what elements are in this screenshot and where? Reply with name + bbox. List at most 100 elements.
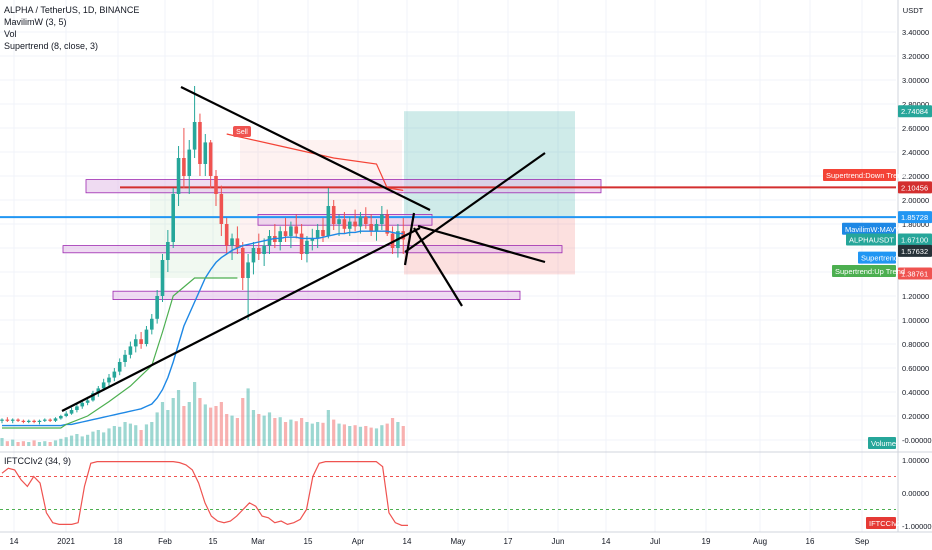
- volume-bar: [134, 425, 138, 446]
- label-supertrend-down[interactable]: Supertrend:Down Trend: [823, 169, 906, 181]
- badge-138-text: 1.38761: [901, 270, 928, 279]
- volume-bar: [80, 436, 84, 446]
- volume-bar: [278, 417, 282, 446]
- volume-bar: [69, 435, 74, 446]
- candle-body: [166, 242, 170, 260]
- candle-body: [0, 419, 4, 421]
- volume-bar: [385, 423, 389, 446]
- supertrend-up-line: [2, 277, 238, 429]
- volume-bar: [300, 418, 304, 446]
- x-tick-label: 14: [10, 537, 19, 546]
- volume-bar: [369, 427, 373, 446]
- x-tick-label: 2021: [57, 537, 75, 546]
- volume-bar: [332, 419, 336, 446]
- oscillator-legend[interactable]: IFTCCIv2 (34, 9): [4, 456, 72, 466]
- x-tick-label: 18: [114, 537, 123, 546]
- support-zone: [112, 290, 521, 301]
- osc-tick-label: -1.00000: [902, 522, 932, 531]
- drawing-zones: [0, 111, 896, 301]
- volume-bar: [342, 424, 346, 446]
- candle-body: [80, 402, 85, 407]
- volume-bar: [321, 422, 325, 446]
- candle-body: [380, 214, 384, 224]
- volume-bar: [289, 419, 293, 446]
- label-iftcci[interactable]: IFTCCIv2: [866, 517, 901, 529]
- candle-body: [385, 214, 389, 234]
- candle-body: [101, 382, 106, 389]
- candle-body: [155, 296, 159, 319]
- volume-bar: [348, 426, 352, 446]
- volume-bar: [16, 442, 20, 446]
- volume-bars: [0, 382, 405, 446]
- candle-body: [305, 240, 309, 254]
- candle-body: [128, 346, 133, 355]
- volume-bar: [358, 426, 363, 446]
- volume-bar: [107, 428, 111, 446]
- legend-vol[interactable]: Vol: [4, 29, 17, 39]
- x-tick-label: 15: [304, 537, 313, 546]
- label-supertrend[interactable]: Supertrend: [858, 251, 898, 264]
- label-volume[interactable]: Volume: [868, 437, 896, 449]
- candle-body: [283, 231, 288, 236]
- y-tick-label: 1.00000: [902, 316, 929, 325]
- volume-bar: [257, 414, 261, 446]
- badge-138[interactable]: 1.38761: [898, 267, 932, 280]
- osc-line: [1, 461, 408, 526]
- volume-bar: [176, 390, 181, 446]
- volume-bar: [32, 440, 36, 446]
- label-alphausdt-bg: [846, 233, 896, 246]
- label-supertrend-up-bg: [832, 265, 896, 277]
- candle-body: [278, 231, 282, 242]
- badge-blue-line-bg: [898, 211, 932, 224]
- candle-body: [364, 216, 368, 224]
- trend-lines: [61, 86, 546, 412]
- x-tick-label: Feb: [158, 537, 172, 546]
- candle-body: [235, 238, 240, 248]
- volume-bar: [262, 415, 266, 446]
- chart-legend: ALPHA / TetherUS, 1D, BINANCE MavilimW (…: [4, 4, 139, 52]
- volume-bar: [337, 423, 341, 446]
- label-supertrend-up[interactable]: Supertrend:Up Trend: [832, 265, 905, 277]
- label-alphausdt[interactable]: ALPHAUSDT: [846, 233, 896, 246]
- label-supertrend-down-text: Supertrend:Down Trend: [826, 171, 906, 180]
- badge-target[interactable]: 2.74084: [898, 105, 932, 118]
- candle-body: [64, 413, 68, 416]
- target-box: [404, 111, 575, 217]
- label-iftcci-bg: [866, 517, 896, 529]
- volume-bar: [112, 426, 116, 446]
- x-tick-label: 17: [504, 537, 513, 546]
- volume-bar: [230, 415, 234, 446]
- volume-bar: [273, 418, 277, 446]
- symbol-title[interactable]: ALPHA / TetherUS, 1D, BINANCE: [4, 5, 140, 15]
- badge-supertrend-down[interactable]: 2.10456: [898, 181, 932, 194]
- volume-bar: [219, 402, 223, 446]
- volume-bar: [187, 402, 191, 446]
- volume-bar: [326, 410, 330, 446]
- label-volume-bg: [868, 437, 896, 449]
- volume-bar: [118, 426, 122, 446]
- candle-body: [294, 226, 299, 234]
- volume-bar: [316, 422, 320, 446]
- volume-bar: [160, 402, 165, 446]
- badge-157[interactable]: 1.57632: [898, 244, 932, 257]
- volume-bar: [198, 398, 202, 446]
- supertrend-down-line: [226, 133, 404, 191]
- candle-body: [150, 318, 154, 330]
- y-tick-label: 1.80000: [902, 220, 929, 229]
- badge-blue-line[interactable]: 1.85728: [898, 211, 932, 224]
- x-tick-label: Apr: [352, 537, 365, 546]
- candle-body: [139, 339, 143, 344]
- candle-body: [203, 142, 208, 164]
- candle-body: [251, 248, 256, 263]
- label-mavilimw-bg: [842, 222, 896, 235]
- legend-supertrend[interactable]: Supertrend (8, close, 3): [4, 41, 99, 51]
- badge-last-price[interactable]: 1.67100: [898, 233, 932, 246]
- candle-body: [358, 216, 363, 227]
- trend-line: [404, 152, 546, 253]
- label-mavilimw[interactable]: MavilimW:MAVW: [842, 222, 903, 235]
- volume-bar: [283, 422, 288, 446]
- legend-mavilimw[interactable]: MavilimW (3, 5): [4, 17, 67, 27]
- candle-body: [187, 149, 192, 176]
- x-tick-label: 14: [602, 537, 611, 546]
